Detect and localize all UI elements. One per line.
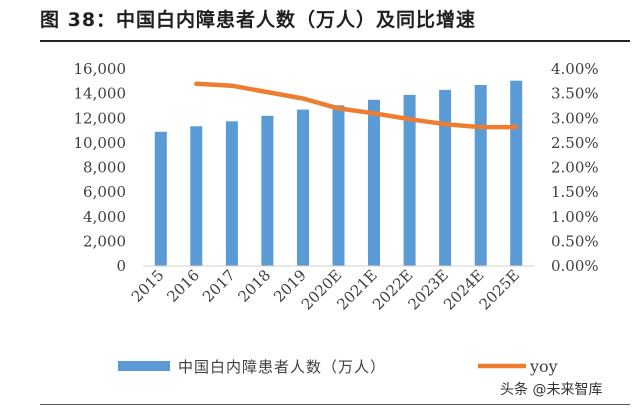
- bar: [297, 109, 309, 266]
- legend-line-label: yoy: [529, 357, 558, 376]
- top-rule: [40, 40, 630, 42]
- left-axis-tick-label: 8,000: [83, 159, 126, 177]
- left-axis-tick-label: 12,000: [74, 109, 127, 127]
- bar: [332, 105, 345, 266]
- bar: [261, 115, 274, 266]
- bar-series: [154, 80, 523, 267]
- bar: [403, 94, 416, 267]
- legend-bar-swatch: [118, 361, 170, 371]
- x-axis-label: 2018: [235, 266, 275, 306]
- yoy-line: [194, 81, 519, 130]
- x-axis-label: 2016: [163, 266, 203, 306]
- yoy-line-series: [194, 81, 519, 130]
- right-axis-tick-label: 2.00%: [551, 159, 599, 177]
- bar: [474, 85, 487, 266]
- right-axis-ticks: 0.00% 0.50% 1.00% 1.50% 2.00% 2.50% 3.00% 3.50%…: [551, 60, 599, 275]
- left-axis-tick-label: 14,000: [74, 85, 127, 103]
- left-axis-tick-label: 16,000: [74, 60, 127, 78]
- left-axis-tick-label: 4,000: [83, 208, 126, 226]
- right-axis-tick-label: 0.50%: [551, 232, 599, 250]
- bar: [225, 121, 238, 266]
- right-axis-tick-label: 3.00%: [551, 109, 599, 127]
- right-axis-tick-label: 1.50%: [551, 183, 599, 201]
- bar: [439, 89, 452, 267]
- x-axis-label: 2025E: [476, 266, 523, 313]
- left-axis-tick-label: 2,000: [83, 232, 126, 250]
- right-axis-tick-label: 0.00%: [551, 257, 599, 275]
- right-axis-tick-label: 1.00%: [551, 208, 599, 226]
- right-axis-tick-label: 2.50%: [551, 134, 599, 152]
- legend-bar-label: 中国白内障患者人数（万人）: [178, 358, 386, 376]
- x-axis-labels: 201520162017201820192020E2021E2022E2023E…: [128, 266, 523, 313]
- legend: 中国白内障患者人数（万人） yoy: [118, 357, 558, 376]
- left-axis-tick-label: 6,000: [83, 183, 126, 201]
- watermark: 头条 @未来智库: [500, 382, 603, 398]
- left-axis-tick-label: 10,000: [74, 134, 127, 152]
- chart-title: 图 38：中国白内障患者人数（万人）及同比增速: [40, 9, 477, 31]
- x-axis-label: 2017: [199, 266, 239, 306]
- left-axis-ticks: 0 2,000 4,000 6,000 8,000 10,000 12,000 14,000 1…: [74, 60, 127, 275]
- right-axis-tick-label: 4.00%: [551, 60, 599, 78]
- left-axis-tick-label: 0: [116, 257, 126, 275]
- bar: [190, 126, 203, 266]
- right-axis-tick-label: 3.50%: [551, 85, 599, 103]
- bar: [368, 99, 380, 266]
- bar: [510, 80, 523, 266]
- bottom-rule: [40, 404, 630, 405]
- x-axis-label: 2015: [128, 266, 168, 306]
- bar: [154, 131, 167, 266]
